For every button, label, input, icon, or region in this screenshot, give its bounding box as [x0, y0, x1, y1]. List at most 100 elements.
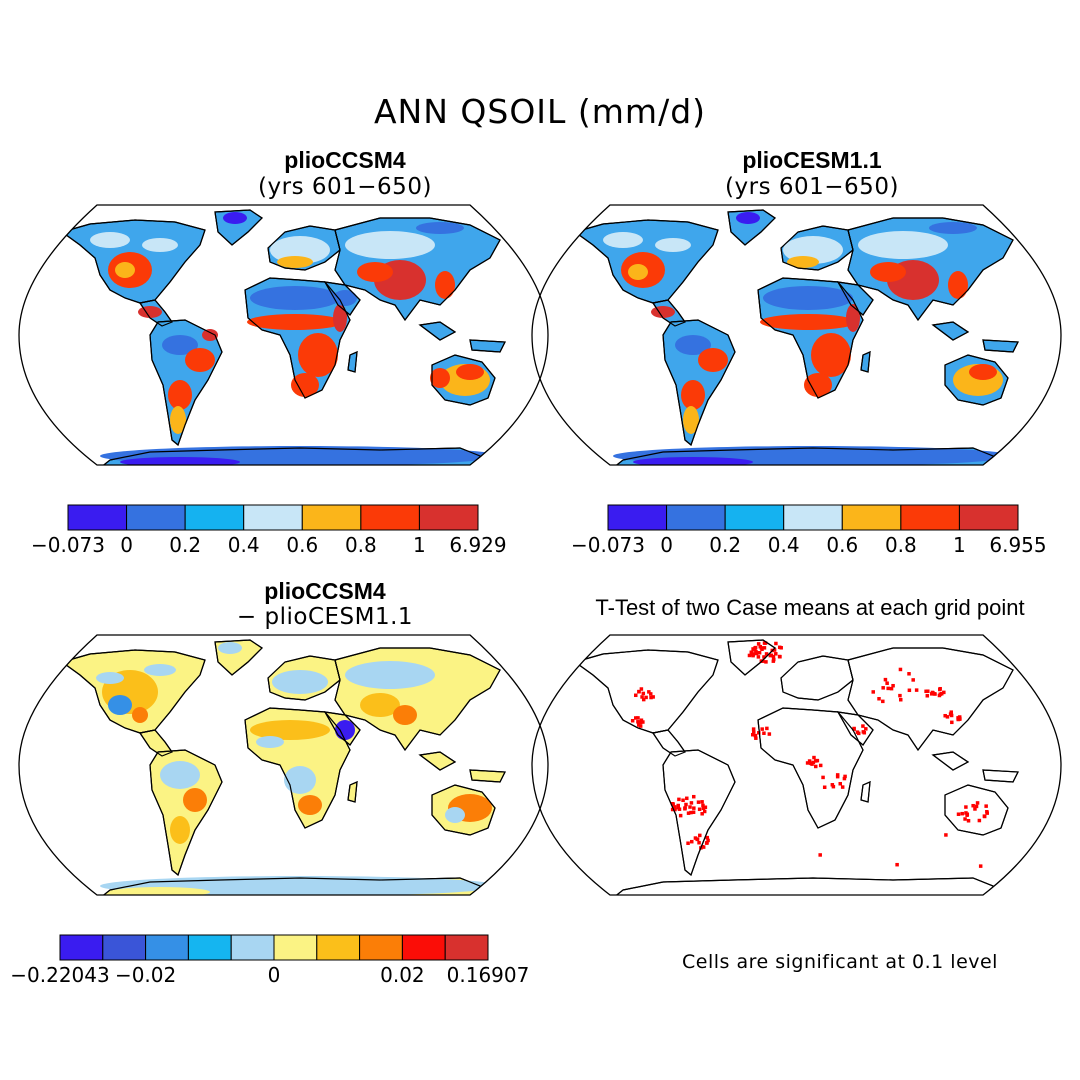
- significant-cell: [689, 810, 693, 815]
- significant-cell: [822, 785, 827, 790]
- significant-cell: [705, 835, 710, 840]
- significant-cell: [767, 732, 772, 736]
- significant-cell: [703, 805, 708, 809]
- significant-cell: [805, 761, 810, 765]
- significant-cell: [772, 657, 776, 662]
- panel1-subtitle: (yrs 601−650): [258, 174, 432, 200]
- significant-cell: [762, 641, 767, 645]
- significant-cell: [814, 759, 818, 763]
- significant-cell: [753, 648, 757, 652]
- colorbar-swatch: [126, 504, 186, 531]
- colorbar-swatch: [360, 504, 420, 531]
- significant-cell: [700, 800, 704, 804]
- colorbar-swatch: [187, 934, 232, 961]
- significant-cell: [636, 723, 641, 727]
- colorbar-swatch: [418, 504, 479, 531]
- colorbar-swatch: [783, 504, 843, 531]
- panel3-title: plioCCSM4: [264, 578, 386, 604]
- significant-cell: [697, 807, 702, 812]
- significant-cell: [774, 652, 778, 656]
- significant-cell: [644, 695, 648, 700]
- significant-cell: [641, 697, 646, 702]
- significant-cell: [757, 650, 762, 655]
- significant-cell: [691, 794, 696, 799]
- significant-cell: [641, 691, 646, 696]
- colorbar-tick-label: −0.073: [31, 533, 105, 557]
- significant-cell: [985, 811, 989, 815]
- significant-cell: [914, 688, 919, 692]
- significant-cell: [752, 730, 756, 734]
- significant-cell: [843, 774, 847, 779]
- significant-cell: [637, 689, 641, 694]
- significant-cell: [762, 731, 766, 735]
- significant-cell: [965, 813, 969, 817]
- significant-cell: [960, 811, 964, 816]
- colorbar-2: −0.073 0 0.2 0.4 0.6 0.8 1 6.955: [571, 504, 1047, 557]
- significant-cell: [696, 800, 701, 804]
- significant-cell: [754, 650, 758, 655]
- significant-cell: [753, 645, 758, 650]
- significant-cell: [881, 686, 885, 690]
- colorbar-tick-label: −0.02: [115, 963, 176, 987]
- significant-cell: [911, 678, 915, 682]
- panel2-title: plioCESM1.1: [742, 147, 882, 173]
- significant-cell: [693, 836, 698, 840]
- colorbar-tick-label: 0.8: [885, 533, 917, 557]
- colorbar-swatch: [666, 504, 726, 531]
- significant-cell: [958, 717, 962, 721]
- significant-cell: [977, 818, 982, 823]
- colorbar-swatch: [59, 934, 104, 961]
- map-frame: [18, 204, 549, 466]
- significant-cell: [877, 697, 881, 701]
- significant-cell: [861, 730, 866, 734]
- colorbar-tick-label: −0.073: [571, 533, 645, 557]
- significant-cell: [984, 804, 988, 808]
- colorbar-swatch: [230, 934, 275, 961]
- colorbar-tick-label: 0: [268, 963, 281, 987]
- significant-cell: [760, 727, 764, 731]
- significant-cell: [973, 807, 977, 811]
- significant-cell: [764, 652, 769, 656]
- significant-cell: [638, 724, 643, 728]
- significant-cell: [758, 644, 763, 649]
- significant-cell: [751, 647, 755, 651]
- significant-cell: [649, 695, 653, 700]
- colorbar-swatch: [67, 504, 128, 531]
- significant-cell: [963, 817, 967, 821]
- significant-cell: [686, 811, 691, 815]
- significant-cell: [701, 806, 706, 811]
- colorbar-swatch: [401, 934, 446, 961]
- map-frame: [18, 634, 549, 896]
- significant-cell: [691, 810, 696, 814]
- significant-cell: [670, 927, 674, 931]
- significant-cell: [690, 839, 694, 844]
- significant-cell: [861, 724, 865, 728]
- colorbar-tick-label: −0.22043: [10, 963, 109, 987]
- significant-cell: [852, 727, 856, 731]
- significant-cell: [864, 727, 868, 731]
- map-panel-3: [18, 634, 549, 896]
- colorbar-tick-label: 1: [953, 533, 966, 557]
- significant-cell: [705, 840, 709, 845]
- significant-cell: [812, 755, 816, 760]
- significant-cell: [907, 672, 911, 676]
- significant-cell: [938, 692, 943, 696]
- significant-cell: [677, 797, 681, 802]
- significant-cell: [810, 762, 814, 766]
- significant-cell: [640, 695, 644, 699]
- panel3-subtitle: − plioCESM1.1: [236, 604, 414, 630]
- significant-cell: [774, 641, 778, 646]
- map-panel-1: [18, 204, 549, 466]
- significant-cell: [762, 655, 766, 659]
- colorbar-swatch: [184, 504, 245, 531]
- panel4-title: T-Test of two Case means at each grid po…: [595, 595, 1025, 620]
- significant-cell: [871, 690, 875, 694]
- significant-cell: [931, 691, 935, 695]
- colorbar-swatch: [958, 504, 1019, 531]
- significant-cell: [756, 655, 761, 659]
- colorbar-swatch: [301, 504, 362, 531]
- figure-title: ANN QSOIL (mm/d): [373, 92, 707, 131]
- significant-cell: [974, 804, 979, 809]
- significant-cell: [764, 660, 768, 664]
